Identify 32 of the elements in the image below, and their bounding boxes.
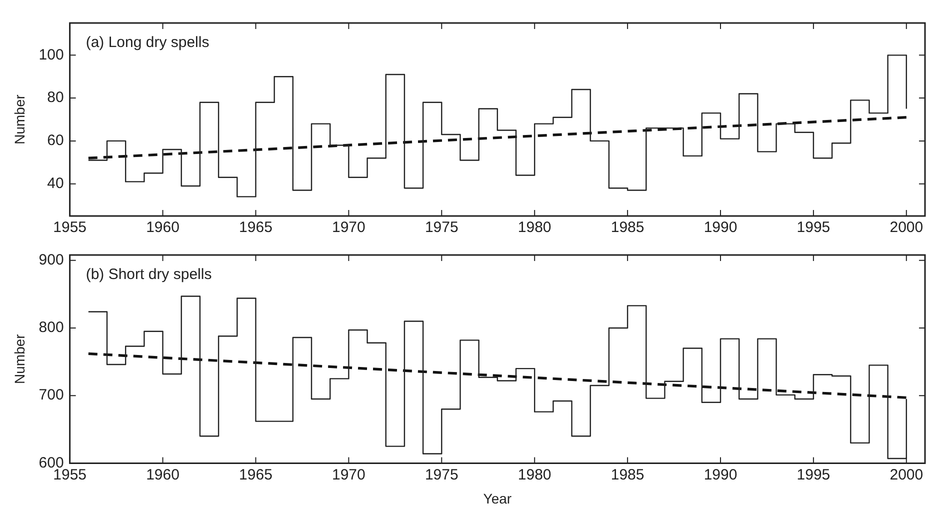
x-tick-label: 1960 <box>146 466 180 484</box>
x-tick-label: 1970 <box>332 466 366 484</box>
text: (a) Long dry spells <box>86 34 210 52</box>
x-tick-label: 2000 <box>890 466 924 484</box>
x-tick-label: 1990 <box>704 219 738 236</box>
x-tick-label: 1980 <box>518 466 552 484</box>
x-tick-label: 1970 <box>332 219 366 236</box>
x-tick-label: 1985 <box>610 466 644 484</box>
y-tick-label: 700 <box>38 386 64 404</box>
text: (b) Short dry spells <box>86 266 212 284</box>
x-tick-label: 1965 <box>239 219 272 236</box>
x-tick-label: 1955 <box>53 219 87 236</box>
x-tick-label: 1965 <box>239 466 272 484</box>
y-tick-label: 900 <box>38 252 64 269</box>
x-tick-label: 1985 <box>610 219 644 236</box>
y-tick-label: 40 <box>47 174 64 192</box>
x-tick-label: 1980 <box>518 219 552 236</box>
y-axis-title: Number <box>11 334 28 384</box>
y-axis-title: Number <box>11 94 28 144</box>
y-tick-label: 80 <box>47 89 64 106</box>
x-tick-label: 1995 <box>796 466 830 484</box>
y-tick-label: 800 <box>38 319 64 336</box>
x-tick-label: 1975 <box>424 466 458 484</box>
x-tick-label: 1955 <box>53 466 87 484</box>
x-tick-label: 1995 <box>796 219 830 236</box>
x-tick-label: 1960 <box>146 219 180 236</box>
x-tick-label: 2000 <box>890 219 924 236</box>
x-tick-label: 1990 <box>704 466 738 484</box>
y-tick-label: 60 <box>47 132 64 150</box>
x-axis-title: Year <box>483 490 512 506</box>
y-tick-label: 100 <box>38 46 64 64</box>
x-tick-label: 1975 <box>424 219 458 236</box>
